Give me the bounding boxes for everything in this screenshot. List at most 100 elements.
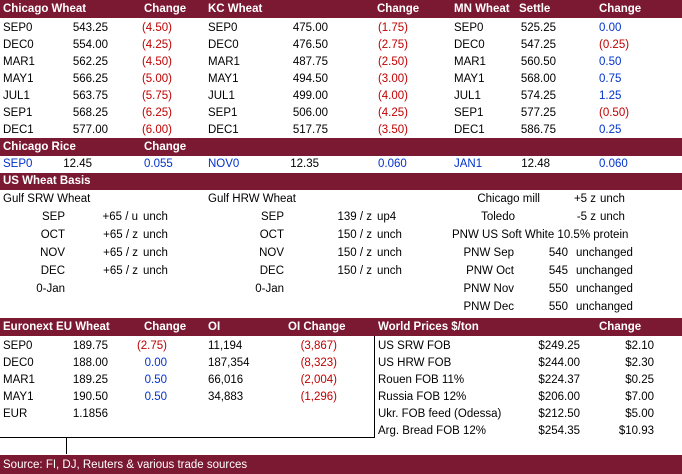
- world-price-name: US SRW FOB: [378, 340, 451, 352]
- kc-change-header: Change: [377, 3, 420, 15]
- pnw-change: unchanged: [576, 247, 633, 259]
- mn-change: 1.25: [599, 90, 622, 102]
- kc-month: DEC0: [208, 39, 239, 51]
- chicago-month: MAY1: [3, 73, 34, 85]
- euronext-title: Euronext EU Wheat: [3, 321, 110, 333]
- pnw-value: 545: [548, 265, 568, 277]
- kc-price: 517.75: [292, 124, 328, 136]
- gulf-hrw-label: Gulf HRW Wheat: [208, 193, 296, 205]
- rice-change: 0.055: [144, 158, 173, 170]
- wheat-header-bar: [0, 0, 682, 18]
- world-change-header: Change: [599, 321, 642, 333]
- chicago-change: (5.00): [141, 73, 172, 85]
- euronext-price: 188.00: [72, 357, 108, 369]
- srw-basis: +65 / z: [103, 229, 138, 241]
- mn-change: (0.25): [599, 39, 630, 51]
- hrw-change: unch: [377, 265, 402, 277]
- toledo-label: Toledo: [481, 211, 515, 223]
- world-price-value: $249.25: [538, 340, 580, 352]
- chicago-price: 554.00: [72, 39, 108, 51]
- kc-change: (2.50): [377, 56, 408, 68]
- pnw-change: unchanged: [576, 301, 633, 313]
- rice-change: 0.060: [378, 158, 407, 170]
- pnw-month: PNW Sep: [463, 247, 515, 259]
- hrw-month: NOV: [259, 247, 284, 259]
- euronext-oi: 34,883: [208, 391, 244, 403]
- world-price-name: Rouen FOB 11%: [378, 374, 465, 386]
- divider-vertical-small: [66, 437, 67, 454]
- chicago-change: (5.75): [141, 90, 172, 102]
- pnw-change: unchanged: [576, 283, 633, 295]
- srw-basis: +65 / u: [102, 211, 139, 223]
- euronext-price: 189.25: [72, 374, 108, 386]
- kc-change: (3.00): [377, 73, 408, 85]
- mn-price: 577.25: [520, 107, 556, 119]
- world-price-change: $2.10: [625, 340, 654, 352]
- chicago-change: (4.25): [141, 39, 172, 51]
- mn-month: SEP1: [454, 107, 484, 119]
- srw-change: unch: [143, 229, 168, 241]
- chicago-price: 568.25: [72, 107, 108, 119]
- hrw-month: OCT: [259, 229, 284, 241]
- chicago-price: 543.25: [72, 22, 108, 34]
- divider-horizontal: [0, 437, 375, 438]
- chicago-wheat-title: Chicago Wheat: [3, 3, 87, 15]
- pnw-value: 550: [548, 283, 568, 295]
- kc-month: MAR1: [208, 56, 240, 68]
- kc-wheat-title: KC Wheat: [208, 3, 263, 15]
- kc-price: 506.00: [292, 107, 328, 119]
- chicago-month: DEC1: [3, 124, 34, 136]
- euronext-month: MAY1: [3, 391, 34, 403]
- rice-price: 12.48: [521, 158, 550, 170]
- hrw-basis: 139 / z: [337, 211, 372, 223]
- rice-month: SEP0: [3, 158, 33, 170]
- mn-wheat-title: MN Wheat: [454, 3, 510, 15]
- world-price-change: $2.30: [625, 357, 654, 369]
- hrw-month: DEC: [259, 265, 284, 277]
- eur-value: 1.1856: [72, 408, 108, 420]
- hrw-basis: 150 / z: [337, 247, 372, 259]
- world-price-name: Russia FOB 12%: [378, 391, 467, 403]
- world-price-change: $5.00: [625, 408, 654, 420]
- srw-basis: +65 / z: [103, 265, 138, 277]
- euronext-change-header: Change: [144, 321, 187, 333]
- divider-vertical: [374, 336, 375, 438]
- kc-change: (3.50): [377, 124, 408, 136]
- chicago-change: (4.50): [141, 22, 172, 34]
- kc-change: (1.75): [377, 22, 408, 34]
- euronext-oi: 66,016: [208, 374, 244, 386]
- chicago-change: (4.50): [141, 56, 172, 68]
- euronext-change: (2.75): [136, 340, 167, 352]
- mn-month: DEC1: [454, 124, 485, 136]
- rice-change: 0.060: [599, 158, 628, 170]
- kc-price: 476.50: [292, 39, 328, 51]
- mn-change: (0.50): [599, 107, 630, 119]
- world-price-value: $212.50: [538, 408, 580, 420]
- euronext-oi-header: OI: [208, 321, 221, 333]
- srw-month: NOV: [40, 247, 65, 259]
- chicago-price: 577.00: [72, 124, 108, 136]
- mn-price: 568.00: [520, 73, 556, 85]
- rice-title: Chicago Rice: [3, 141, 76, 153]
- kc-price: 487.75: [292, 56, 328, 68]
- toledo-value: -5 z: [576, 211, 596, 223]
- chicago-change-header: Change: [144, 3, 187, 15]
- kc-change: (2.75): [377, 39, 408, 51]
- rice-header-bar: [0, 138, 682, 156]
- mn-price: 547.25: [520, 39, 556, 51]
- euronext-change: 0.50: [144, 391, 167, 403]
- world-price-name: Arg. Bread FOB 12%: [378, 425, 487, 437]
- gulf-srw-label: Gulf SRW Wheat: [3, 193, 91, 205]
- pnw-value: 550: [548, 301, 568, 313]
- chicago-month: SEP1: [3, 107, 33, 119]
- mn-price: 586.75: [520, 124, 556, 136]
- euronext-month: SEP0: [3, 340, 33, 352]
- srw-month: DEC: [40, 265, 65, 277]
- chicago-price: 566.25: [72, 73, 108, 85]
- rice-price: 12.45: [63, 158, 92, 170]
- world-price-name: US HRW FOB: [378, 357, 452, 369]
- eur-label: EUR: [3, 408, 28, 420]
- world-prices-title: World Prices $/ton: [378, 321, 479, 333]
- hrw-basis: 150 / z: [337, 229, 372, 241]
- euronext-month: DEC0: [3, 357, 34, 369]
